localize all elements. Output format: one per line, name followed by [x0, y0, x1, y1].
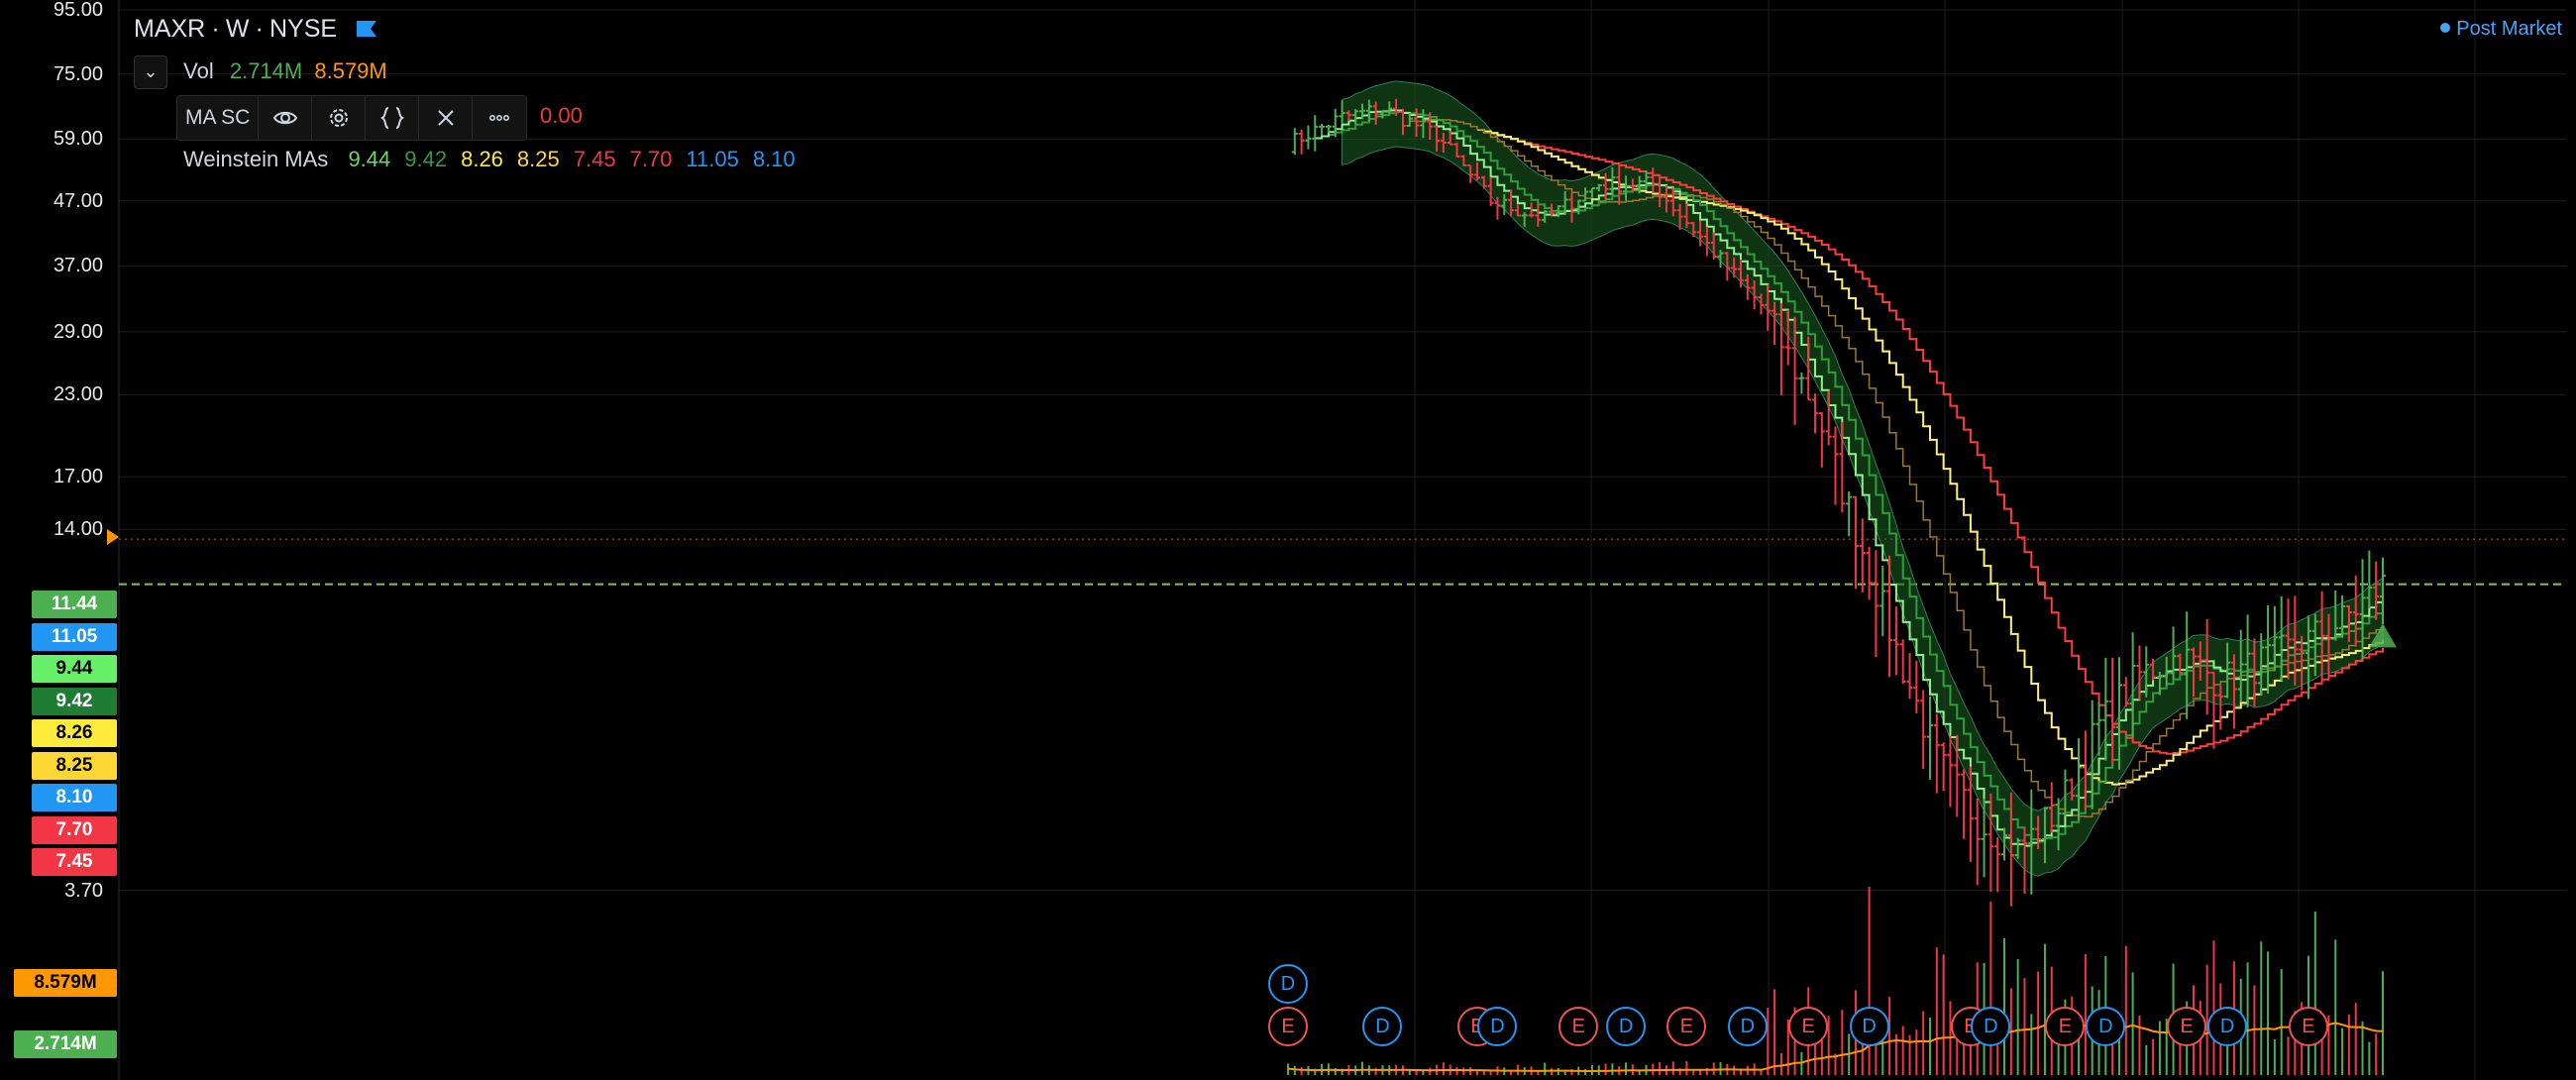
indicator-toolbar: MA SC	[176, 95, 528, 141]
dividend-marker[interactable]: D	[1362, 1007, 1403, 1046]
volume-badge: 2.714M	[14, 1030, 117, 1058]
dividend-marker[interactable]: D	[2086, 1007, 2126, 1046]
volume-legend: ⌄ Vol 2.714M 8.579M	[134, 55, 387, 89]
price-badge: 9.42	[32, 687, 117, 715]
y-tick-label: 47.00	[53, 189, 103, 212]
y-tick-label: 29.00	[53, 320, 103, 343]
dividend-marker[interactable]: D	[1606, 1007, 1647, 1046]
ma-40-line	[1476, 128, 2384, 755]
close-icon[interactable]	[419, 96, 474, 140]
status-dot-icon	[2440, 23, 2451, 33]
interval[interactable]: W	[225, 15, 250, 43]
flag-icon[interactable]	[355, 19, 378, 39]
weinstein-values: 9.44 9.42 8.26 8.25 7.45 7.70 11.05 8.10	[334, 147, 795, 171]
earnings-marker[interactable]: E	[2167, 1007, 2207, 1046]
price-badge: 11.05	[32, 622, 117, 651]
weinstein-value: 9.44	[348, 147, 391, 171]
ma-20-line	[1409, 118, 2384, 818]
weinstein-value: 8.26	[461, 147, 503, 171]
dividend-marker[interactable]: D	[1727, 1007, 1768, 1046]
y-tick-label: 3.70	[64, 879, 103, 902]
earnings-marker[interactable]: E	[1666, 1007, 1707, 1046]
dividend-marker[interactable]: D	[1477, 1007, 1518, 1046]
post-market-label: Post Market	[2456, 18, 2562, 40]
exchange: NYSE	[269, 15, 338, 43]
gear-icon[interactable]	[312, 96, 367, 140]
symbol-name[interactable]: MAXR	[134, 15, 206, 43]
weinstein-value: 11.05	[686, 147, 739, 171]
volume-badge: 8.579M	[14, 969, 117, 997]
post-market-indicator[interactable]: Post Market	[2440, 18, 2562, 41]
candles	[1291, 98, 2386, 907]
price-badge: 11.44	[32, 591, 117, 618]
earnings-marker[interactable]: E	[1788, 1007, 1829, 1046]
weinstein-value: 7.70	[629, 147, 673, 171]
volume-value-current: 2.714M	[229, 57, 303, 83]
last-price-triangle-icon	[2369, 623, 2397, 648]
y-tick-label: 95.00	[53, 0, 103, 21]
weinstein-value: 8.25	[516, 147, 560, 171]
dividend-marker[interactable]: D	[1849, 1007, 1889, 1046]
indicator-label-ma-sc[interactable]: MA SC	[177, 96, 260, 140]
weinstein-label: Weinstein MAs	[183, 147, 329, 171]
dividend-marker[interactable]: D	[1268, 964, 1308, 1004]
weinstein-value: 7.45	[573, 147, 616, 171]
y-tick-label: 37.00	[53, 255, 103, 277]
separator: ·	[255, 15, 264, 43]
earnings-marker[interactable]: E	[2045, 1007, 2086, 1046]
alert-marker-icon[interactable]	[107, 529, 119, 546]
price-badge: 9.44	[32, 655, 117, 683]
weinstein-value: 8.10	[752, 147, 796, 171]
y-tick-label: 59.00	[53, 128, 103, 151]
price-badge: 8.26	[32, 719, 117, 747]
weinstein-value: 9.42	[404, 147, 448, 171]
chevron-down-icon[interactable]: ⌄	[134, 55, 167, 89]
price-badge: 8.10	[32, 784, 117, 811]
earnings-marker[interactable]: E	[1268, 1007, 1308, 1046]
eye-icon[interactable]	[259, 96, 313, 140]
price-badge: 7.45	[32, 848, 117, 876]
earnings-marker[interactable]: E	[2288, 1007, 2328, 1046]
dividend-marker[interactable]: D	[2207, 1007, 2248, 1046]
volume-label: Vol	[183, 57, 214, 83]
separator: ·	[211, 15, 220, 43]
ma-6-line	[1315, 109, 2384, 847]
earnings-marker[interactable]: E	[1558, 1007, 1599, 1046]
y-tick-label: 14.00	[53, 518, 103, 541]
y-tick-label: 75.00	[53, 62, 103, 85]
weinstein-legend: Weinstein MAs 9.44 9.42 8.26 8.25 7.45 7.70 11…	[183, 145, 796, 174]
price-badge: 7.70	[32, 815, 117, 844]
braces-icon[interactable]	[366, 96, 420, 140]
y-tick-label: 23.00	[53, 383, 103, 406]
symbol-legend: MAXR · W · NYSE	[134, 14, 378, 45]
y-tick-label: 17.00	[53, 466, 103, 488]
volume-value-average: 8.579M	[314, 57, 387, 83]
volume-bars	[1287, 887, 2384, 1075]
indicator-value: 0.00	[540, 103, 583, 128]
price-badge: 8.25	[32, 751, 117, 780]
dividend-marker[interactable]: D	[1971, 1007, 2011, 1046]
more-icon[interactable]	[473, 96, 526, 140]
